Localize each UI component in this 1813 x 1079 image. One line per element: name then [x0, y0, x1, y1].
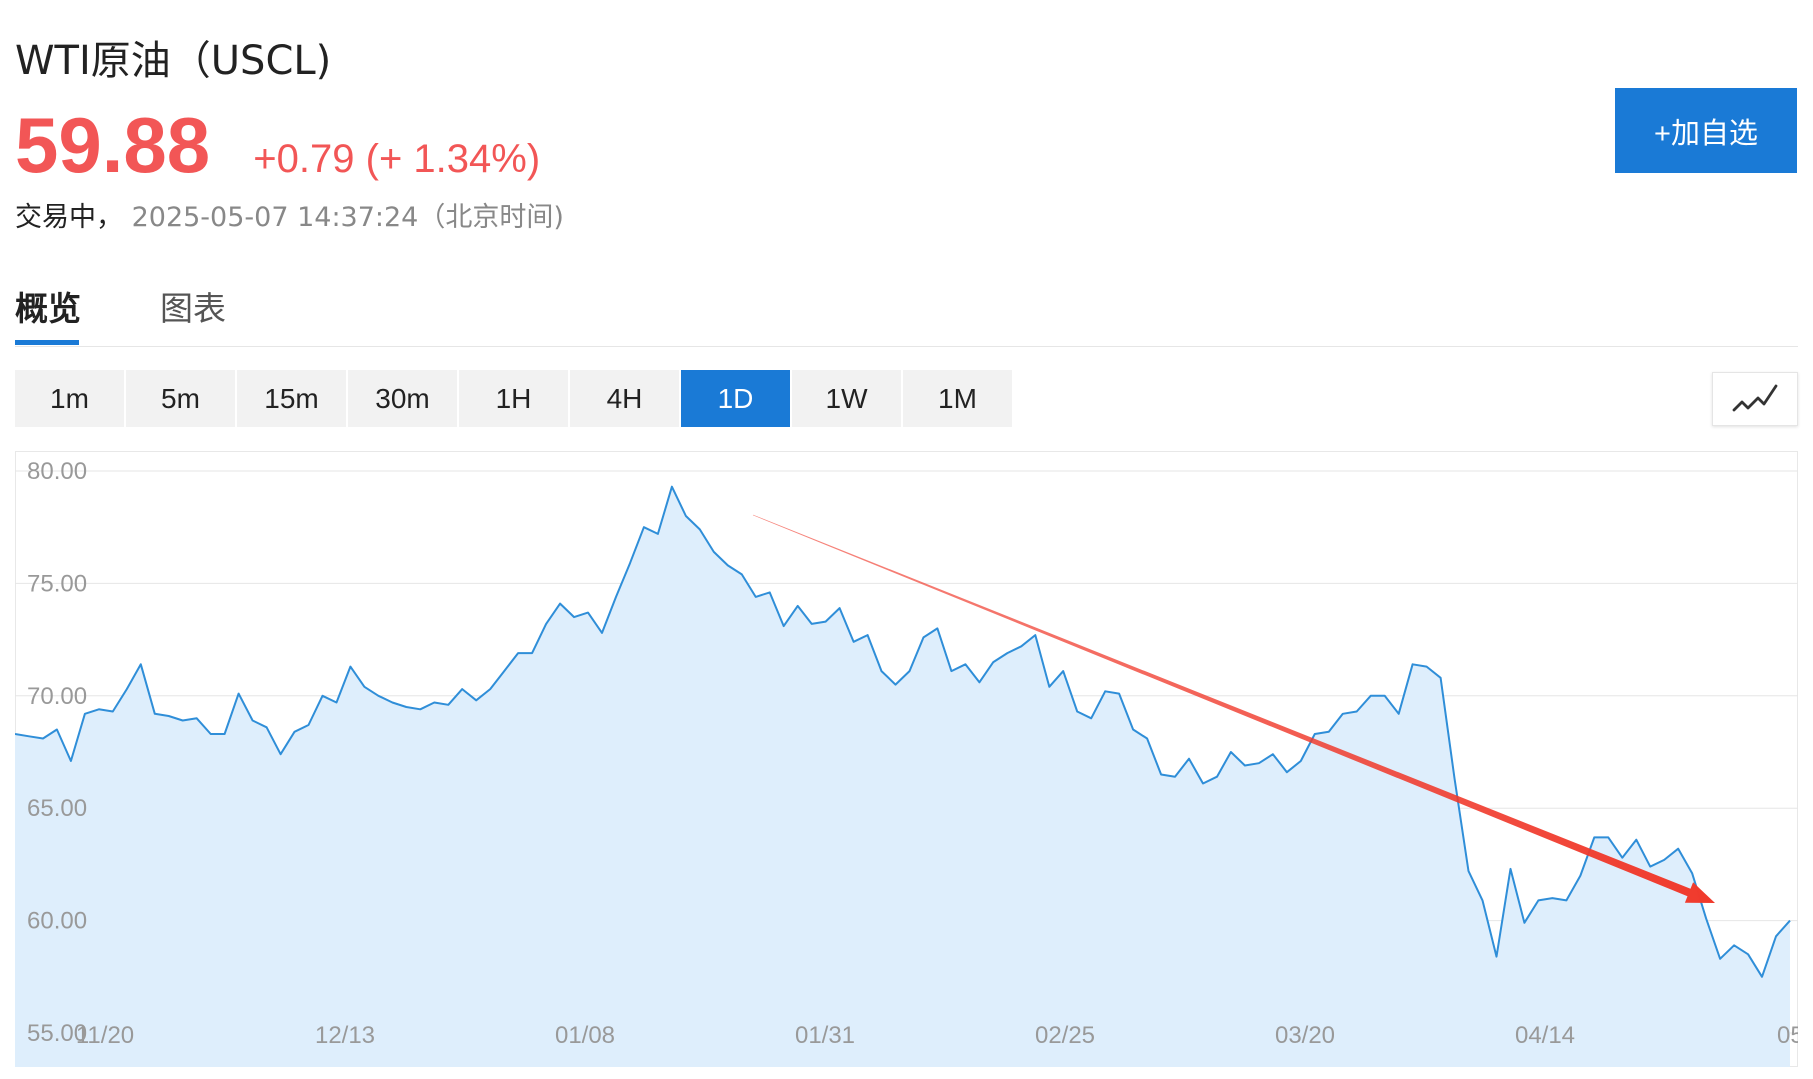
- active-tab-indicator: [15, 340, 79, 345]
- x-tick-label: 05/0: [1777, 1022, 1798, 1049]
- x-tick-label: 01/31: [795, 1022, 855, 1049]
- period-1mo[interactable]: 1M: [903, 370, 1012, 427]
- page-title: WTI原油（USCL): [15, 38, 332, 84]
- timestamp: 2025-05-07 14:37:24（北京时间): [131, 202, 564, 233]
- quote-row: 59.88 +0.79 (+ 1.34%): [15, 100, 540, 191]
- tab-overview[interactable]: 概览: [15, 289, 81, 328]
- x-tick-label: 12/13: [315, 1022, 375, 1049]
- last-price: 59.88: [15, 101, 211, 189]
- trading-status: 交易中， 2025-05-07 14:37:24（北京时间): [15, 195, 564, 234]
- y-tick-label: 55.00: [27, 1020, 87, 1047]
- y-tick-label: 60.00: [27, 908, 87, 935]
- x-tick-label: 03/20: [1275, 1022, 1335, 1049]
- y-tick-label: 75.00: [27, 570, 87, 597]
- period-1h[interactable]: 1H: [459, 370, 568, 427]
- price-line: [14, 485, 1791, 978]
- period-15m[interactable]: 15m: [237, 370, 346, 427]
- period-4h[interactable]: 4H: [570, 370, 679, 427]
- period-1d[interactable]: 1D: [681, 370, 790, 427]
- x-tick-label: 01/08: [555, 1022, 615, 1049]
- x-tick-label: 04/14: [1515, 1022, 1575, 1049]
- y-tick-label: 65.00: [27, 795, 87, 822]
- price-area: [15, 486, 1790, 1067]
- status-text: 交易中，: [15, 202, 123, 233]
- add-watchlist-button[interactable]: +加自选: [1615, 88, 1797, 173]
- chart-type-button[interactable]: [1712, 372, 1798, 426]
- period-5m[interactable]: 5m: [126, 370, 235, 427]
- y-tick-label: 70.00: [27, 683, 87, 710]
- tab-chart[interactable]: 图表: [160, 289, 226, 328]
- period-1w[interactable]: 1W: [792, 370, 901, 427]
- period-1m[interactable]: 1m: [15, 370, 124, 427]
- x-tick-label: 02/25: [1035, 1022, 1095, 1049]
- tab-bar: 概览 图表: [15, 280, 1798, 347]
- price-chart[interactable]: 80.00 75.00 70.00 65.00 60.00 55.00 11/20 12/13…: [14, 451, 1813, 1071]
- trend-arrow: [752, 514, 1715, 903]
- y-tick-label: 80.00: [27, 458, 87, 485]
- period-selector: 1m 5m 15m 30m 1H 4H 1D 1W 1M: [15, 370, 1014, 427]
- price-change: +0.79 (+ 1.34%): [253, 137, 541, 181]
- x-tick-label: 11/20: [76, 1022, 134, 1049]
- period-30m[interactable]: 30m: [348, 370, 457, 427]
- line-chart-icon: [1732, 384, 1778, 412]
